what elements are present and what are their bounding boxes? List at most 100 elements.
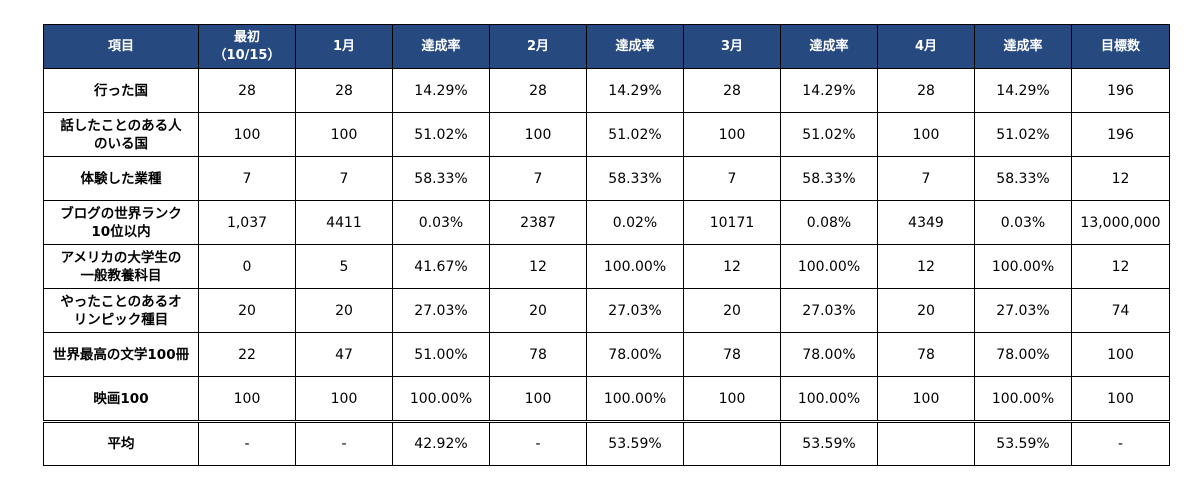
table-cell: 5 (295, 244, 393, 289)
column-header: 目標数 (1071, 24, 1170, 69)
table-cell: 196 (1071, 68, 1170, 113)
header-item: 項目 (43, 24, 199, 69)
table-cell: 51.02% (392, 112, 490, 157)
table-cell: 14.29% (780, 68, 878, 113)
table-cell: 2387 (489, 200, 587, 245)
row-label: やったことのあるオ リンピック種目 (43, 288, 199, 333)
table-cell: 100 (683, 112, 781, 157)
table-cell: 27.03% (974, 288, 1072, 333)
table-cell: 53.59% (780, 420, 878, 466)
table-row: ブログの世界ランク 10位以内 1,037 4411 0.03% 2387 0.02% 10… (43, 200, 1170, 245)
table-cell: 7 (198, 156, 296, 201)
progress-table: 項目 最初 （10/15） 1月 達成率 2月 達成率 3月 達成率 4月 達成率 目標数 行った国… (43, 24, 1170, 466)
table-cell: 78.00% (974, 332, 1072, 377)
table-cell: 7 (877, 156, 975, 201)
header-row: 項目 最初 （10/15） 1月 達成率 2月 達成率 3月 達成率 4月 達成率 目標数 (43, 24, 1170, 69)
table-cell: 100.00% (974, 376, 1072, 422)
table-cell: 100 (877, 112, 975, 157)
table-cell: 100.00% (392, 376, 490, 422)
table-cell (877, 420, 975, 466)
table-cell: 28 (198, 68, 296, 113)
table-cell: 100.00% (780, 376, 878, 422)
table-row: 映画100 100 100 100.00% 100 100.00% 100 100.00% 10… (43, 376, 1170, 422)
table-cell: 7 (295, 156, 393, 201)
table-cell: 58.33% (586, 156, 684, 201)
table-cell: 100 (489, 112, 587, 157)
average-row: 平均 - -42.92% -53.59% 53.59% 53.59% - (43, 420, 1170, 466)
table-cell: 12 (1071, 244, 1170, 289)
table-cell: 1,037 (198, 200, 296, 245)
table-cell: 0.03% (974, 200, 1072, 245)
table-cell: 27.03% (780, 288, 878, 333)
table-cell: 100 (295, 112, 393, 157)
table-cell: 53.59% (586, 420, 684, 466)
table-row: 体験した業種 7 7 58.33% 7 58.33% 7 58.33% 7 58.33% 12 (43, 156, 1170, 201)
column-header: 1月 (295, 24, 393, 69)
table-cell: 100.00% (780, 244, 878, 289)
table-cell: 0.02% (586, 200, 684, 245)
table-cell: - (198, 420, 296, 466)
table-cell: 78 (489, 332, 587, 377)
table-cell: 13,000,000 (1071, 200, 1170, 245)
table-cell: 58.33% (392, 156, 490, 201)
table-cell: 100.00% (586, 244, 684, 289)
row-label: 世界最高の文学100冊 (43, 332, 199, 377)
table-cell: 100 (683, 376, 781, 422)
table-cell: 14.29% (392, 68, 490, 113)
column-header: 達成率 (780, 24, 878, 69)
row-label: 行った国 (43, 68, 199, 113)
table-cell: 51.02% (780, 112, 878, 157)
table-cell: 0.03% (392, 200, 490, 245)
table-cell: 27.03% (392, 288, 490, 333)
row-label: アメリカの大学生の 一般教養科目 (43, 244, 199, 289)
table-cell: 20 (683, 288, 781, 333)
table-cell: 22 (198, 332, 296, 377)
table-cell: 100 (198, 112, 296, 157)
table-cell: 12 (877, 244, 975, 289)
table-cell: 12 (1071, 156, 1170, 201)
table-cell: 12 (683, 244, 781, 289)
table-cell: 53.59% (974, 420, 1072, 466)
column-header: 2月 (489, 24, 587, 69)
row-label: 映画100 (43, 376, 199, 422)
table-cell: 51.02% (586, 112, 684, 157)
row-label: 話したことのある人 のいる国 (43, 112, 199, 157)
table-body: 行った国 28 28 14.29% 28 14.29% 28 14.29% 28 14.29% 19… (43, 68, 1170, 466)
table-cell: 14.29% (586, 68, 684, 113)
table-cell: - (489, 420, 587, 466)
table-cell: 42.92% (392, 420, 490, 466)
table-cell: 28 (877, 68, 975, 113)
table-cell: 100 (1071, 332, 1170, 377)
table-cell: 41.67% (392, 244, 490, 289)
table-cell: 7 (489, 156, 587, 201)
table-cell: 100.00% (974, 244, 1072, 289)
table-cell: 100 (877, 376, 975, 422)
row-label: ブログの世界ランク 10位以内 (43, 200, 199, 245)
table-cell: - (1071, 420, 1170, 466)
column-header: 3月 (683, 24, 781, 69)
table-cell: 78 (877, 332, 975, 377)
table-cell: 28 (683, 68, 781, 113)
column-header: 最初 （10/15） (198, 24, 296, 69)
table-cell: 100 (295, 376, 393, 422)
table-cell (683, 420, 781, 466)
table-cell: 100 (1071, 376, 1170, 422)
table-cell: 196 (1071, 112, 1170, 157)
column-header: 4月 (877, 24, 975, 69)
table-cell: 78.00% (780, 332, 878, 377)
table-cell: 28 (295, 68, 393, 113)
table-cell: 51.00% (392, 332, 490, 377)
table-cell: 51.02% (974, 112, 1072, 157)
table-cell: 78.00% (586, 332, 684, 377)
table-cell: 100 (198, 376, 296, 422)
column-header: 達成率 (392, 24, 490, 69)
table-cell: - (295, 420, 393, 466)
table-cell: 47 (295, 332, 393, 377)
table-cell: 78 (683, 332, 781, 377)
table-cell: 0.08% (780, 200, 878, 245)
table-cell: 20 (877, 288, 975, 333)
table-cell: 4411 (295, 200, 393, 245)
table-cell: 10171 (683, 200, 781, 245)
row-label: 体験した業種 (43, 156, 199, 201)
table-cell: 20 (295, 288, 393, 333)
